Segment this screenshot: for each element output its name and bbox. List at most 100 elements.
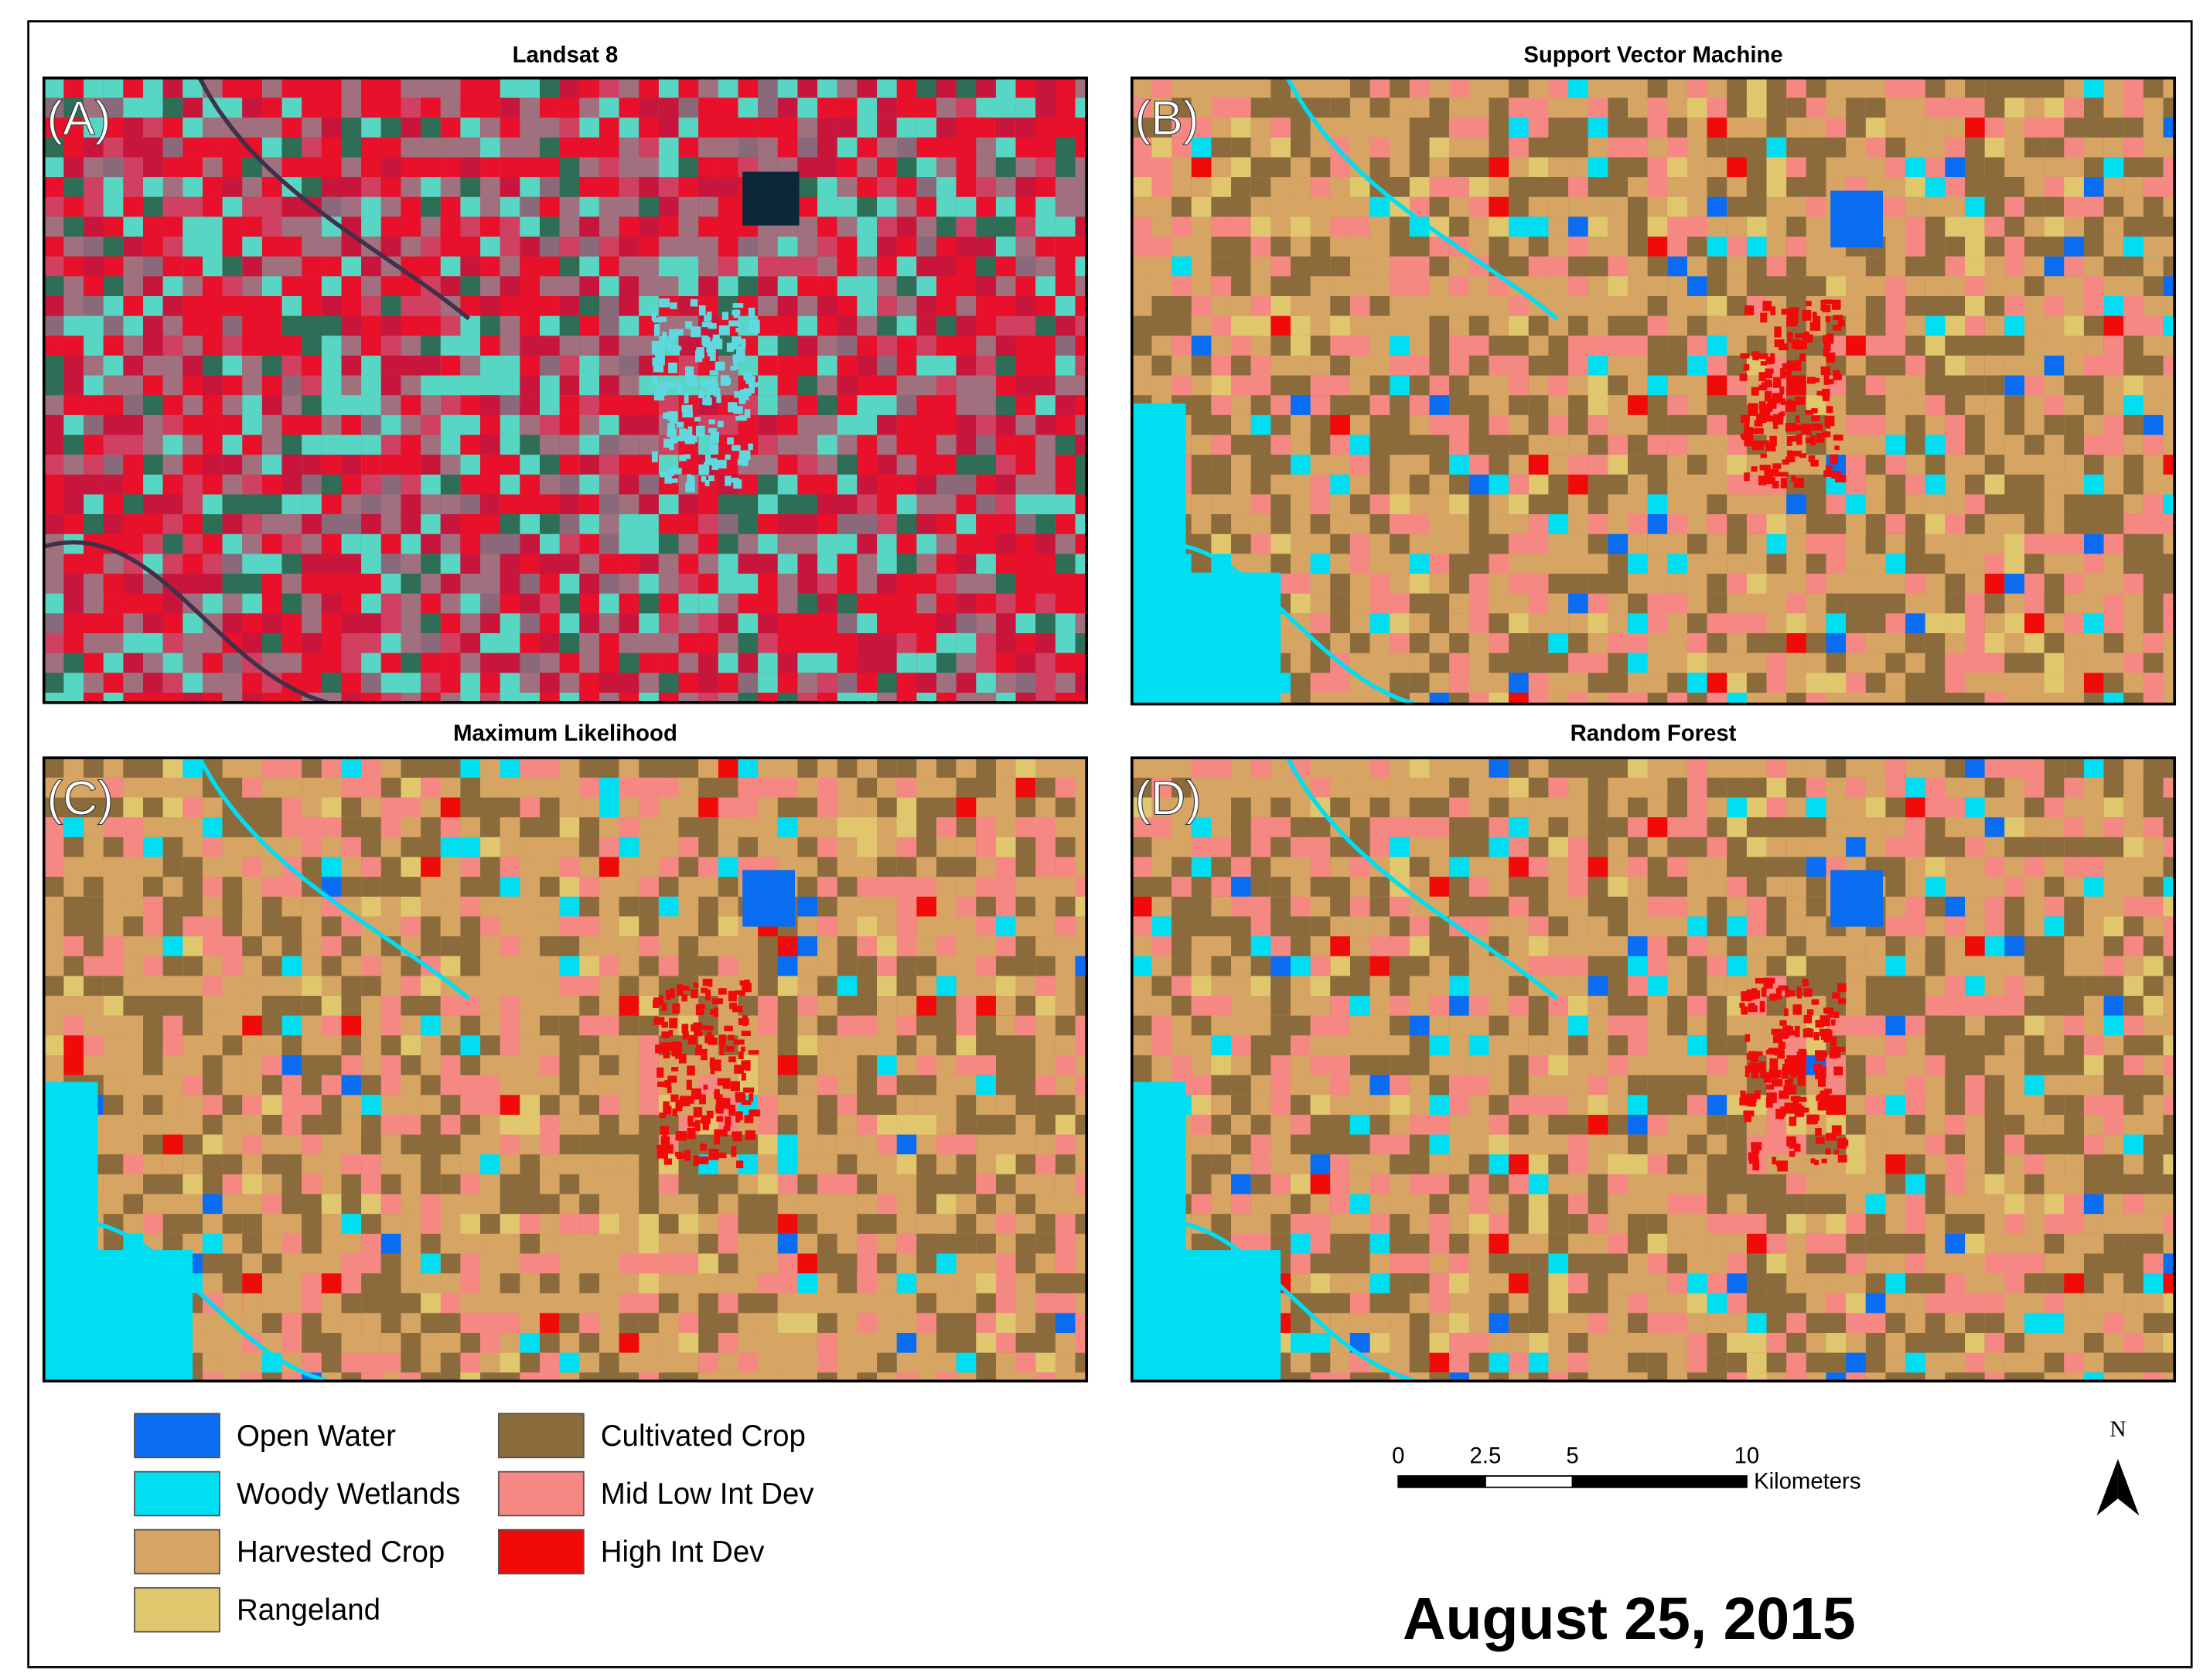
land-patch	[440, 1114, 461, 1135]
land-patch	[1369, 77, 1390, 98]
urban-patch	[1805, 410, 1814, 415]
urban-patch	[1794, 396, 1806, 405]
urban-patch	[1760, 361, 1768, 366]
land-patch	[1349, 237, 1370, 257]
urban-patch	[734, 391, 742, 398]
land-patch	[1965, 295, 1985, 316]
land-patch	[817, 613, 837, 634]
land-patch	[401, 1015, 421, 1036]
land-patch	[738, 593, 759, 614]
urban-patch	[1832, 325, 1842, 331]
land-patch	[1667, 177, 1687, 197]
urban-patch	[654, 323, 660, 335]
land-patch	[1766, 97, 1787, 118]
river	[43, 77, 471, 703]
land-patch	[302, 533, 322, 554]
land-patch	[599, 1095, 619, 1115]
land-patch	[619, 395, 639, 415]
land-patch	[678, 633, 699, 653]
land-patch	[421, 256, 441, 277]
land-patch	[678, 118, 699, 138]
land-patch	[916, 315, 936, 336]
land-patch	[1310, 276, 1331, 296]
land-patch	[2163, 77, 2175, 98]
land-patch	[619, 1372, 639, 1382]
land-patch	[1270, 474, 1291, 495]
land-patch	[421, 216, 441, 237]
land-patch	[520, 1114, 541, 1135]
land-patch	[480, 877, 500, 897]
land-patch	[401, 1293, 421, 1314]
urban-patch	[1782, 363, 1789, 370]
land-patch	[916, 474, 936, 495]
land-patch	[1409, 613, 1430, 634]
land-patch	[2163, 613, 2175, 634]
land-patch	[261, 797, 282, 818]
land-patch	[123, 936, 144, 956]
land-patch	[1330, 574, 1350, 594]
urban-patch	[727, 437, 734, 445]
urban-patch	[1781, 308, 1792, 315]
urban-patch	[1822, 304, 1831, 312]
urban-patch	[665, 381, 675, 387]
land-patch	[500, 692, 520, 703]
land-patch	[2103, 196, 2124, 217]
land-patch	[261, 1253, 282, 1274]
land-patch	[916, 295, 936, 316]
land-patch	[698, 777, 718, 798]
urban-patch	[711, 464, 719, 470]
land-patch	[2044, 673, 2065, 693]
urban-patch	[1822, 431, 1831, 438]
land-patch	[123, 494, 144, 515]
land-patch	[361, 817, 381, 837]
land-patch	[837, 157, 858, 178]
land-patch	[1548, 157, 1569, 178]
land-patch	[1905, 395, 1925, 415]
land-patch	[202, 692, 223, 703]
outer-frame	[27, 20, 2193, 1668]
land-patch	[500, 554, 520, 574]
land-patch	[1449, 315, 1469, 336]
urban-patch	[1823, 299, 1833, 304]
urban-patch	[721, 312, 728, 320]
urban-patch	[1820, 366, 1831, 376]
land-patch	[103, 77, 124, 98]
urban-patch	[1791, 322, 1796, 327]
land-patch	[2163, 554, 2175, 574]
land-patch	[222, 455, 243, 475]
land-patch	[797, 1035, 818, 1055]
land-patch	[281, 237, 302, 257]
land-patch	[1468, 514, 1489, 534]
land-patch	[678, 593, 699, 614]
urban-patch	[651, 346, 658, 355]
land-patch	[599, 956, 619, 976]
land-patch	[1766, 256, 1787, 277]
land-patch	[143, 395, 163, 415]
land-patch	[2123, 256, 2143, 277]
land-patch	[1667, 574, 1687, 594]
urban-patch	[1794, 333, 1806, 339]
land-patch	[440, 837, 461, 857]
land-patch	[718, 196, 738, 217]
urban-patch	[1811, 415, 1820, 421]
urban-patch	[1799, 453, 1806, 458]
land-patch	[1449, 414, 1469, 435]
land-patch	[619, 857, 639, 877]
land-patch	[520, 613, 541, 634]
urban-patch	[1833, 370, 1840, 380]
land-patch	[1390, 216, 1410, 237]
land-patch	[1409, 137, 1430, 158]
land-patch	[817, 1015, 837, 1036]
urban-patch	[1786, 360, 1799, 371]
land-patch	[2163, 196, 2175, 217]
land-patch	[1390, 613, 1410, 634]
urban-patch	[657, 316, 667, 322]
land-patch	[341, 514, 362, 534]
land-patch	[579, 797, 599, 818]
land-patch	[1131, 77, 1152, 98]
land-patch	[63, 896, 84, 917]
land-patch	[162, 1015, 183, 1036]
urban-patch	[1796, 434, 1802, 445]
urban-patch	[659, 298, 670, 308]
land-patch	[2044, 77, 2065, 98]
